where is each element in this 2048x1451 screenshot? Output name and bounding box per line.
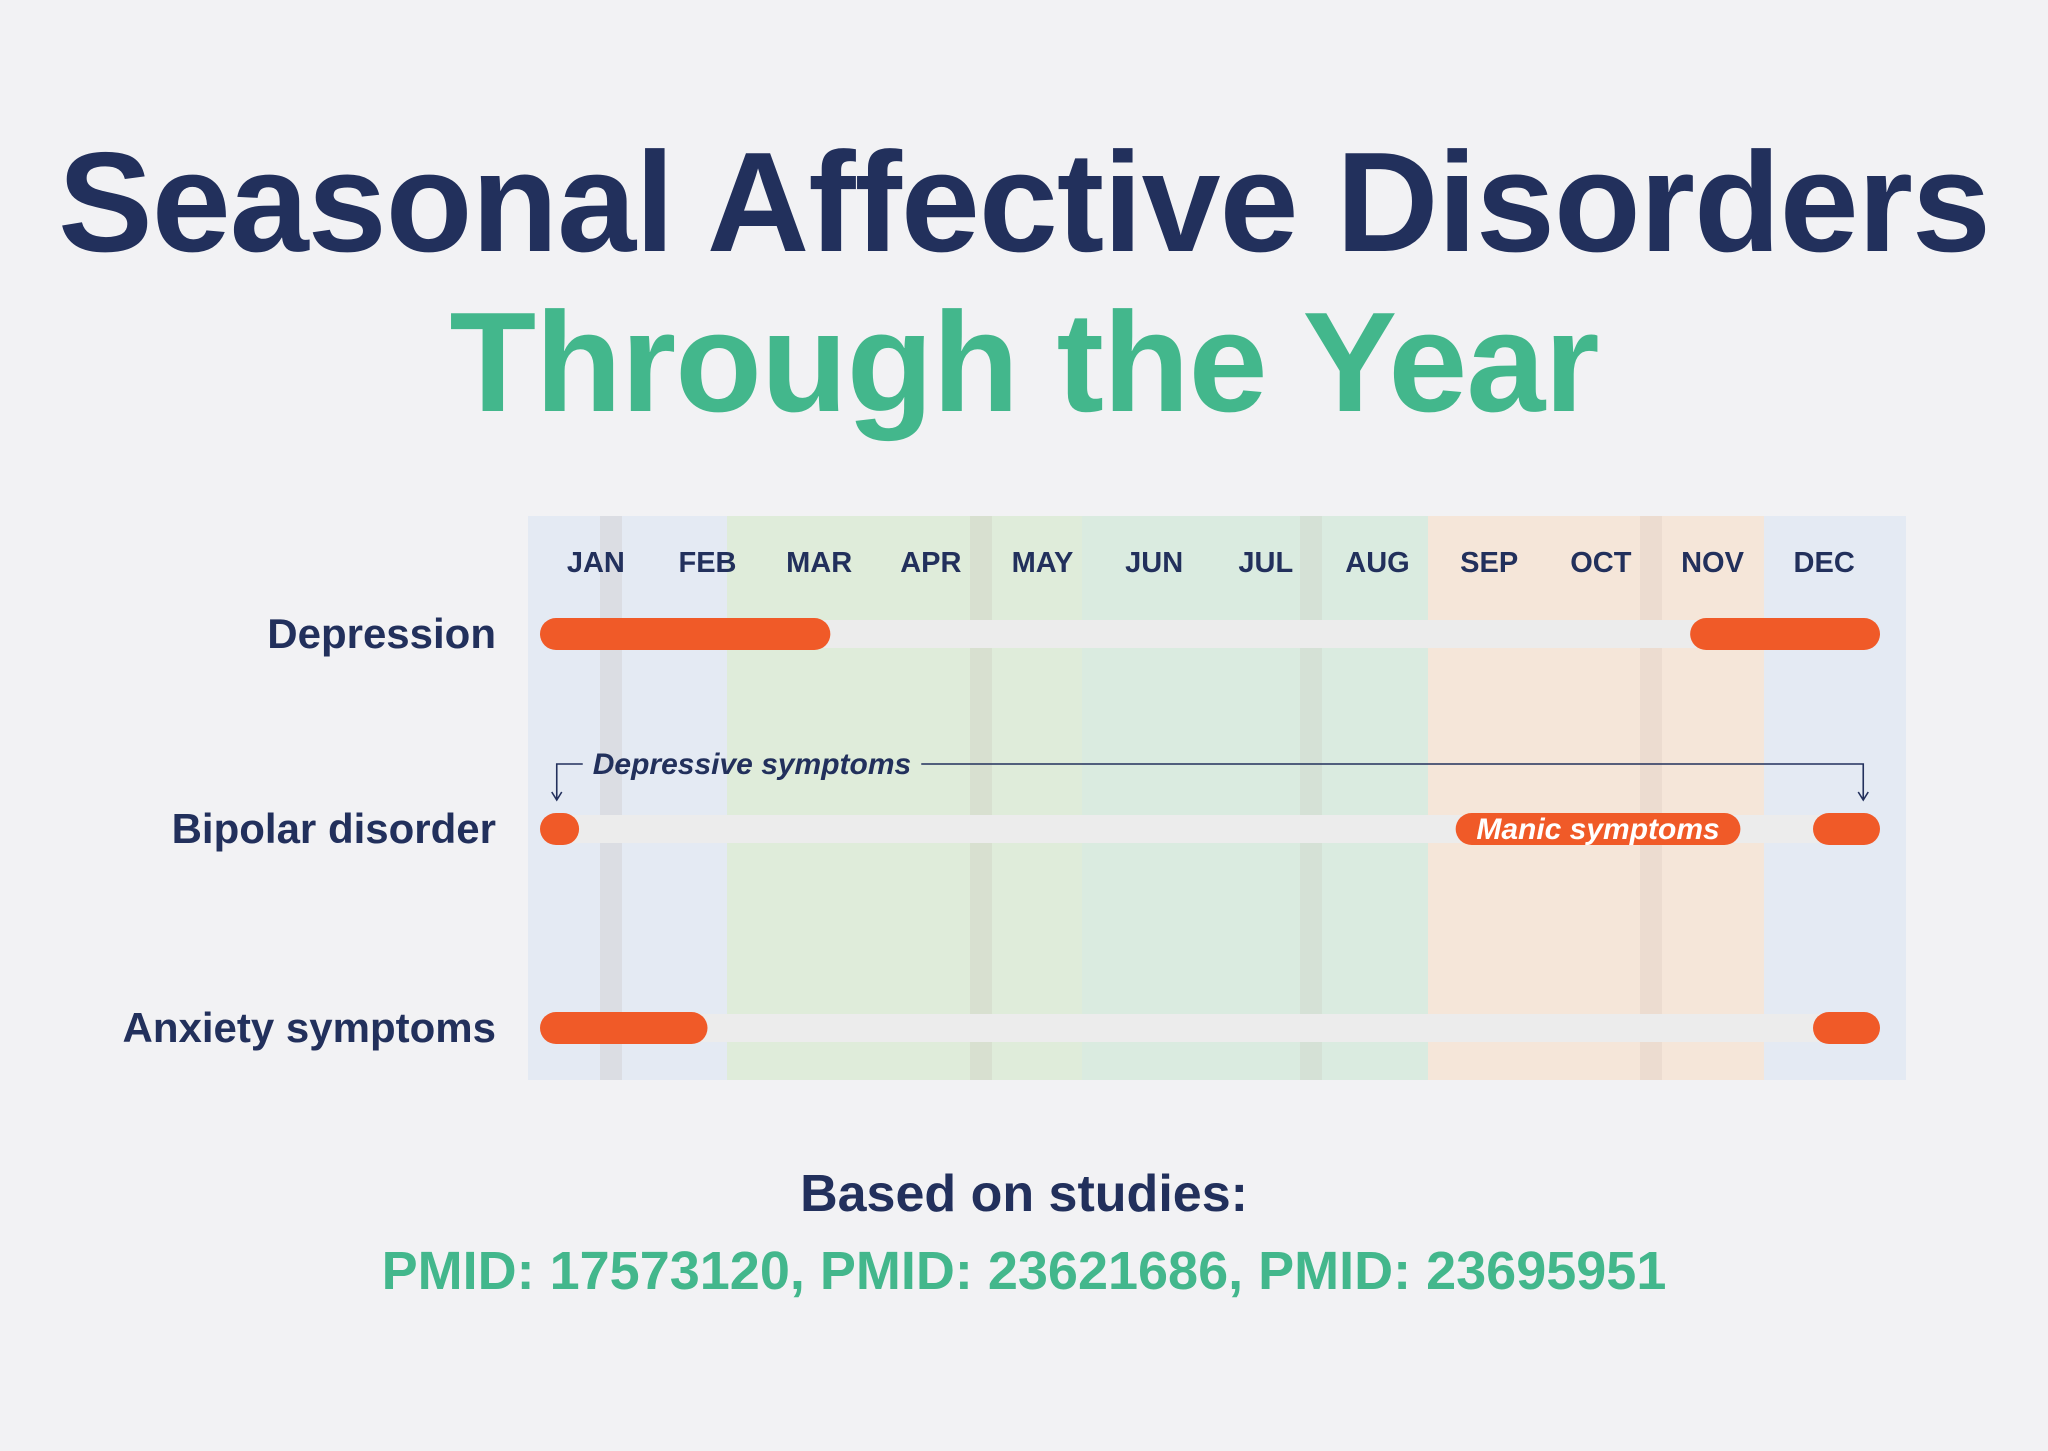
segment-bar <box>540 1012 708 1044</box>
month-label-aug: AUG <box>1345 547 1409 579</box>
annotation-line-left <box>555 763 583 800</box>
annotation-arrow-left <box>551 791 563 802</box>
segment-bar <box>540 618 831 650</box>
footer-sources: PMID: 17573120, PMID: 23621686, PMID: 23… <box>381 1241 1667 1301</box>
row-track <box>540 620 1880 648</box>
title-line-1: Seasonal Affective Disorders <box>58 123 1991 282</box>
annotation-line-right <box>921 763 1865 800</box>
tree-trunk <box>1300 516 1322 1080</box>
segment-label-manic: Manic symptoms <box>1476 813 1719 846</box>
month-label-jan: JAN <box>567 547 625 579</box>
month-label-nov: NOV <box>1681 547 1745 579</box>
segment-bar <box>1690 618 1880 650</box>
summer-panel <box>1082 516 1428 1080</box>
segment-bar <box>1813 813 1880 845</box>
season-background <box>528 516 1906 1080</box>
month-label-apr: APR <box>900 547 961 579</box>
annotation-label: Depressive symptoms <box>593 748 912 781</box>
month-label-jun: JUN <box>1125 547 1183 579</box>
row-label-anxiety-symptoms: Anxiety symptoms <box>123 1004 496 1051</box>
spring-panel <box>727 516 1082 1080</box>
month-label-mar: MAR <box>786 547 852 579</box>
tree-trunk <box>970 516 992 1080</box>
month-label-feb: FEB <box>679 547 737 579</box>
title-line-2: Through the Year <box>449 283 1599 442</box>
month-axis: JAN FEB MAR APR MAY JUN JUL AUG SEP OCT NOV DEC <box>567 547 1855 579</box>
footer-heading: Based on studies: <box>800 1165 1248 1223</box>
month-label-jul: JUL <box>1238 547 1293 579</box>
month-label-oct: OCT <box>1570 547 1632 579</box>
winter-panel <box>528 516 727 1080</box>
month-label-dec: DEC <box>1794 547 1855 579</box>
winter-panel <box>1764 516 1906 1080</box>
month-label-may: MAY <box>1012 547 1074 579</box>
annotation-arrow-right <box>1857 791 1869 802</box>
tree-trunk <box>600 516 622 1080</box>
segment-bar <box>1813 1012 1880 1044</box>
segment-bar <box>1455 813 1741 845</box>
rows: Depression Bipolar disorder Manic symptoms… <box>123 610 1880 1051</box>
segment-bar <box>540 813 580 845</box>
tree-trunk <box>1640 516 1662 1080</box>
row-track <box>540 1014 1880 1042</box>
row-label-depression: Depression <box>267 610 496 657</box>
annotation: Depressive symptoms <box>551 748 1869 802</box>
row-label-bipolar-disorder: Bipolar disorder <box>172 805 496 852</box>
autumn-panel <box>1428 516 1764 1080</box>
month-label-sep: SEP <box>1460 547 1518 579</box>
